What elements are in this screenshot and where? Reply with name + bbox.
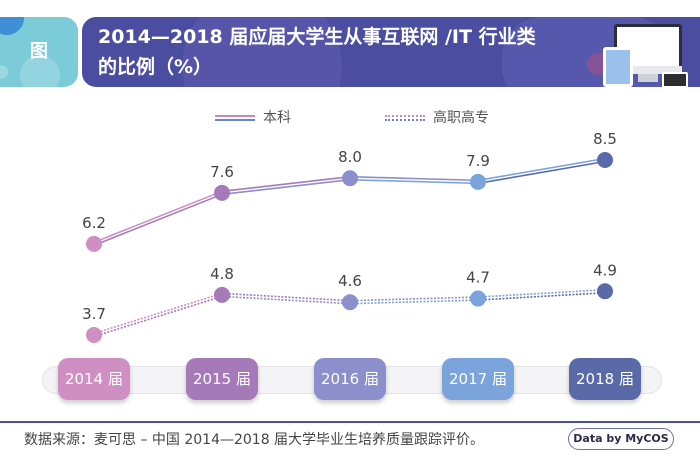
series-1-point — [597, 283, 613, 300]
legend-label: 本科 — [263, 110, 291, 126]
decor-bubble — [0, 17, 24, 35]
series-1-segment — [221, 295, 351, 305]
series-0-segment — [477, 157, 606, 182]
decor-bubble — [0, 65, 8, 79]
phone-icon — [662, 72, 688, 88]
year-tick-label: 2018 届 — [569, 358, 641, 400]
figure-tag-label: 图 — [30, 41, 48, 62]
legend-label: 高职高专 — [433, 110, 489, 126]
series-1-segment — [93, 295, 223, 338]
footer-divider — [0, 421, 700, 423]
data-label: 6.2 — [82, 214, 106, 232]
series-1-point — [342, 294, 358, 311]
series-1-segment — [349, 296, 479, 302]
series-1-segment — [477, 288, 606, 298]
year-tick-label: 2017 届 — [442, 358, 514, 400]
figure-tag: 图 — [0, 17, 78, 87]
data-label: 8.5 — [593, 130, 617, 148]
legend-swatch-solid — [215, 115, 255, 121]
series-0-point — [86, 235, 102, 252]
data-label: 4.7 — [466, 269, 490, 287]
series-0-segment — [93, 190, 223, 244]
series-1-segment — [349, 299, 479, 305]
tablet-icon — [603, 47, 633, 87]
year-tick-label: 2015 届 — [186, 358, 258, 400]
series-0-segment — [477, 160, 606, 185]
monitor-stand — [638, 74, 658, 82]
data-label: 4.8 — [210, 265, 234, 283]
series-0-segment — [349, 175, 479, 182]
data-label: 8.0 — [338, 148, 362, 166]
series-0-point — [214, 184, 230, 201]
legend-swatch-dotted — [385, 115, 425, 121]
data-label: 3.7 — [82, 305, 106, 323]
series-1-point — [86, 327, 102, 343]
series-1-segment — [221, 292, 351, 302]
data-label: 7.9 — [466, 152, 490, 170]
series-0-segment — [221, 175, 351, 193]
title-banner — [82, 17, 700, 87]
series-0-point — [597, 152, 613, 168]
series-0-point — [342, 170, 358, 187]
series-1-point — [470, 290, 486, 307]
series-0-segment — [221, 178, 351, 196]
data-source: 数据来源：麦可思 – 中国 2014—2018 届大学毕业生培养质量跟踪评价。 — [24, 432, 485, 448]
decor-bubble — [182, 17, 342, 87]
data-label: 7.6 — [210, 163, 234, 181]
mycos-badge: Data by MyCOS — [568, 428, 674, 450]
monitor-chin — [614, 66, 682, 74]
legend-item-vocational: 高职高专 — [385, 107, 489, 127]
series-0-point — [470, 173, 486, 190]
decor-bubble — [20, 55, 60, 87]
year-tick-label: 2016 届 — [314, 358, 386, 400]
year-tick-label: 2014 届 — [58, 358, 130, 400]
series-0-segment — [93, 193, 223, 247]
legend-item-bachelor: 本科 — [215, 107, 291, 127]
data-label: 4.6 — [338, 272, 362, 290]
series-1-point — [214, 286, 230, 303]
series-1-segment — [477, 291, 606, 301]
chart-title: 2014—2018 届应届大学生从事互联网 /IT 行业类 的比例（%） — [98, 22, 578, 82]
title-line-2: 的比例（%） — [98, 56, 213, 78]
series-1-segment — [93, 292, 223, 335]
title-line-1: 2014—2018 届应届大学生从事互联网 /IT 行业类 — [98, 26, 536, 48]
data-label: 4.9 — [593, 261, 617, 279]
series-0-segment — [349, 178, 479, 185]
